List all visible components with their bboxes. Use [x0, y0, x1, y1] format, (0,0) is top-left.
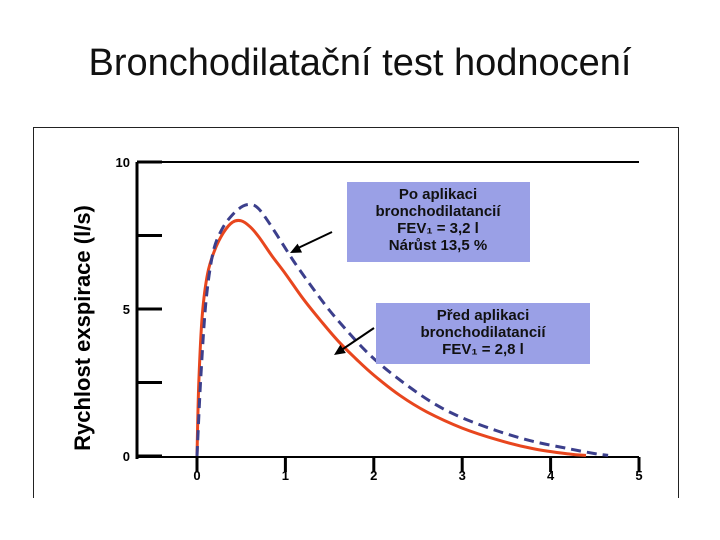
annotation-line: Nárůst 13,5 %	[389, 237, 487, 254]
annotation-line: Před aplikaci	[437, 307, 530, 324]
y-tick-label: 5	[123, 302, 130, 317]
slide-title: Bronchodilatační test hodnocení	[88, 42, 632, 84]
chart-axes: 0 5 10 0 1 2 3 4 5	[116, 155, 643, 483]
x-tick-label: 4	[547, 468, 555, 483]
chart-figure: 0 5 10 0 1 2 3 4 5 Po aplikaci bronchodilatancií F…	[33, 127, 679, 498]
annotation-line: bronchodilatancií	[420, 324, 546, 341]
x-tick-label: 0	[193, 468, 200, 483]
annotation-line: bronchodilatancií	[375, 203, 501, 220]
annotation-arrow	[295, 231, 333, 250]
chart-series	[195, 202, 609, 457]
annotation-arrow	[339, 327, 375, 352]
series-after-curve	[195, 202, 609, 457]
x-tick-label: 3	[459, 468, 466, 483]
x-tick-label: 1	[282, 468, 289, 483]
y-axis-label: Rychlost exspirace (l/s)	[70, 205, 95, 451]
x-tick-label: 2	[370, 468, 377, 483]
y-tick-label: 10	[116, 155, 130, 170]
x-tick-label: 5	[635, 468, 642, 483]
annotation-arrowhead	[290, 243, 303, 253]
y-tick-label: 0	[123, 449, 130, 464]
annotation-arrowhead	[334, 344, 346, 355]
annotation-line: FEV₁ = 2,8 l	[442, 341, 524, 358]
annotation-line: FEV₁ = 3,2 l	[397, 220, 479, 237]
annotation-box	[347, 182, 530, 262]
annotation-line: Po aplikaci	[399, 186, 477, 203]
annotation-box	[376, 303, 590, 364]
